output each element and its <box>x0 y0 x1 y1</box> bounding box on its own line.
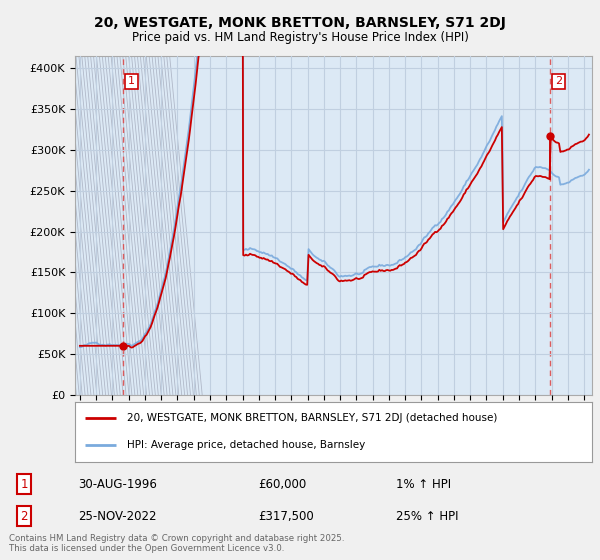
Text: 25% ↑ HPI: 25% ↑ HPI <box>396 510 458 522</box>
Text: £60,000: £60,000 <box>258 478 306 491</box>
Text: 20, WESTGATE, MONK BRETTON, BARNSLEY, S71 2DJ: 20, WESTGATE, MONK BRETTON, BARNSLEY, S7… <box>94 16 506 30</box>
Text: 1: 1 <box>20 478 28 491</box>
Text: £317,500: £317,500 <box>258 510 314 522</box>
Text: Contains HM Land Registry data © Crown copyright and database right 2025.
This d: Contains HM Land Registry data © Crown c… <box>9 534 344 553</box>
Text: 2: 2 <box>555 76 562 86</box>
Text: HPI: Average price, detached house, Barnsley: HPI: Average price, detached house, Barn… <box>127 440 365 450</box>
Text: 2: 2 <box>20 510 28 522</box>
Text: 25-NOV-2022: 25-NOV-2022 <box>78 510 157 522</box>
Text: 30-AUG-1996: 30-AUG-1996 <box>78 478 157 491</box>
Text: 1% ↑ HPI: 1% ↑ HPI <box>396 478 451 491</box>
Text: 20, WESTGATE, MONK BRETTON, BARNSLEY, S71 2DJ (detached house): 20, WESTGATE, MONK BRETTON, BARNSLEY, S7… <box>127 413 497 423</box>
Text: 1: 1 <box>128 76 135 86</box>
Text: Price paid vs. HM Land Registry's House Price Index (HPI): Price paid vs. HM Land Registry's House … <box>131 31 469 44</box>
